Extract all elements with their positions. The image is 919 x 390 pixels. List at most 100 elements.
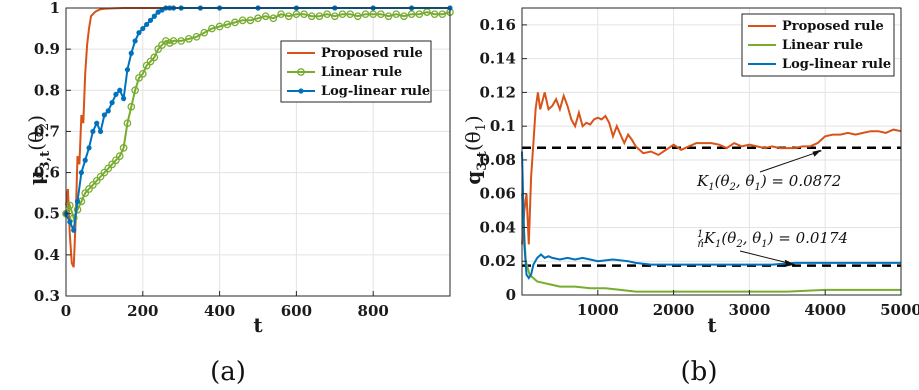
annotations-b: K1(θ2, θ1) = 0.0872 1 nK1(θ2, θ1) = 0.0174 (696, 149, 848, 267)
legend-label: Log-linear rule (782, 57, 891, 72)
data-point (161, 37, 170, 45)
data-point (104, 164, 113, 173)
data-point (127, 102, 136, 111)
data-point (101, 112, 107, 118)
data-point (284, 12, 293, 21)
series-line-proposed-rule (521, 92, 902, 245)
x-tick-label: 1000 (577, 301, 619, 319)
y-axis-label-a-main: μ (24, 170, 48, 185)
data-point (330, 12, 339, 21)
data-point (169, 37, 178, 45)
series-line-linear-rule (521, 193, 901, 293)
y-tick-label: 0.5 (34, 205, 60, 223)
y-axis-label-b-arg-main: (θ (461, 131, 485, 151)
panel-label-a: (a) (210, 357, 246, 387)
annotation-k1: K1(θ2, θ1) = 0.0872 (696, 172, 841, 193)
x-tick-label: 2000 (653, 301, 695, 319)
y-tick-label: 0.12 (479, 83, 516, 101)
data-point (338, 10, 347, 19)
data-point (96, 172, 105, 181)
data-point (136, 30, 142, 36)
annotation-arrowhead-k1-n (784, 259, 795, 267)
data-point (223, 20, 232, 29)
data-point (392, 10, 401, 19)
legend-label: Proposed rule (321, 46, 423, 61)
data-point (238, 16, 247, 25)
data-point (146, 57, 155, 66)
legend-label: Log-linear rule (321, 84, 430, 99)
y-tick-label: 0.06 (479, 185, 516, 203)
data-point (151, 13, 157, 19)
legend-label: Proposed rule (782, 19, 884, 34)
y-axis-label-b-arg-close: ) (461, 115, 485, 123)
legend-label: Linear rule (782, 38, 863, 53)
annotation-fraction-bar (699, 238, 704, 242)
data-point (192, 32, 201, 41)
data-point (78, 169, 84, 176)
data-point (185, 35, 193, 43)
data-point (90, 128, 96, 135)
data-point (69, 213, 78, 222)
y-axis-label-a-arg-close: ) (24, 115, 48, 123)
data-point (269, 14, 278, 23)
y-tick-label: 0.9 (34, 40, 60, 58)
ticks-a: 0.3 0.4 0.5 0.6 0.7 0.8 0.9 1 0 200 400 600 800 (34, 0, 389, 320)
plot-frame-b (521, 7, 902, 296)
data-point (124, 67, 131, 73)
data-point (92, 176, 101, 185)
y-tick-label: 0.6 (34, 164, 60, 182)
data-point (94, 120, 100, 126)
x-axis-label-a: t (253, 313, 263, 337)
data-point (82, 157, 88, 163)
chart-panel-a: 0.3 0.4 0.5 0.6 0.7 0.8 0.9 1 0 200 400 600 800 t μ3… (24, 0, 454, 387)
data-point (165, 39, 174, 47)
y-tick-label: 0.04 (479, 218, 516, 236)
series-line-log-linear-rule (521, 151, 901, 280)
y-axis-label-a-arg-main: (θ (24, 131, 48, 151)
data-point (261, 12, 270, 21)
data-point (144, 21, 150, 28)
data-point (71, 227, 77, 233)
y-tick-label: 0 (506, 286, 516, 304)
reference-lines-b (522, 146, 901, 267)
y-tick-label: 0.16 (479, 16, 516, 34)
data-point (147, 17, 154, 23)
data-point (86, 145, 92, 151)
x-tick-label: 600 (281, 302, 312, 320)
data-point (112, 156, 120, 165)
legend-label: Linear rule (321, 65, 402, 80)
y-tick-label: 0.3 (34, 287, 60, 305)
data-point (138, 69, 147, 78)
data-point (89, 181, 97, 189)
data-point (142, 61, 151, 70)
x-tick-label: 5000 (880, 301, 919, 319)
data-point (128, 50, 134, 56)
x-tick-label: 4000 (804, 301, 846, 319)
data-point (150, 53, 159, 62)
y-axis-label-a-arg-sub: 2 (37, 123, 52, 131)
ticks-b: 0 0.02 0.04 0.06 0.08 0.1 0.12 0.14 0.16 1000 2000… (479, 16, 919, 319)
data-point (159, 7, 165, 13)
data-point (155, 9, 161, 15)
data-point (430, 10, 439, 19)
y-tick-label: 0.7 (34, 122, 60, 140)
data-point (105, 108, 111, 114)
data-point (323, 10, 331, 19)
x-axis-label-b: t (707, 313, 717, 337)
data-point (117, 87, 123, 93)
data-point (140, 25, 146, 32)
data-point (85, 185, 93, 193)
data-point (384, 12, 393, 21)
y-axis-label-b-main: q (461, 171, 485, 185)
data-point (215, 22, 224, 31)
data-point (300, 10, 308, 19)
y-axis-label-b: q3,t(θ1) (461, 115, 490, 185)
chart-panel-b: 0 0.02 0.04 0.06 0.08 0.1 0.12 0.14 0.16 1000 2000… (461, 7, 919, 387)
data-point (377, 10, 385, 19)
panel-label-b: (b) (681, 357, 718, 387)
data-point (65, 201, 74, 210)
series-b (521, 92, 902, 293)
data-point (208, 24, 216, 33)
legend-marker (298, 88, 304, 94)
legend-b: Proposed rule Linear rule Log-linear rule (741, 13, 895, 77)
